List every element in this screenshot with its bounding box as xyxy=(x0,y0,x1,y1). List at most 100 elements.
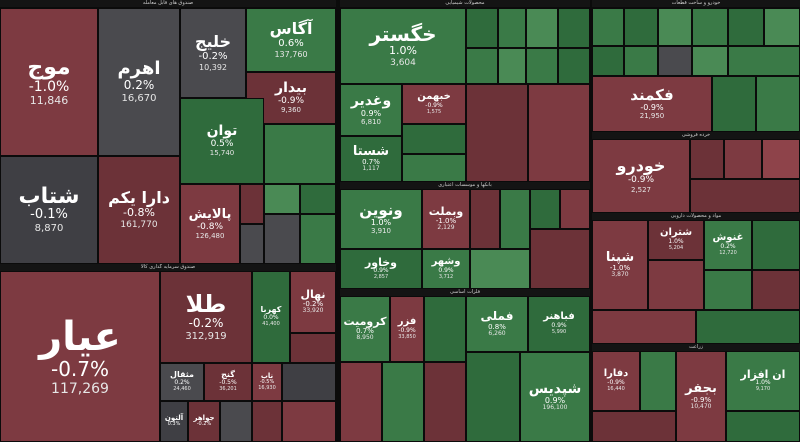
mini-tile[interactable] xyxy=(726,411,800,442)
mini-tile[interactable] xyxy=(470,189,500,249)
mini-tile[interactable] xyxy=(340,362,382,442)
mini-tile[interactable] xyxy=(282,401,336,442)
mini-tile[interactable] xyxy=(592,411,676,442)
mini-tile[interactable] xyxy=(264,214,300,264)
mini-tile[interactable] xyxy=(624,46,658,76)
mini-tile[interactable] xyxy=(764,8,800,46)
mini-tile[interactable] xyxy=(264,124,336,184)
mini-tile[interactable] xyxy=(382,362,424,442)
mini-tile[interactable] xyxy=(658,46,692,76)
tile-ghonosh[interactable]: غنوش 0.2% 12,720 xyxy=(704,220,752,270)
tile-khalij[interactable]: خلیج -0.2% 10,392 xyxy=(180,8,246,98)
mini-tile[interactable] xyxy=(728,8,764,46)
tile-vanafzar[interactable]: ان افزار 1.0% 9,170 xyxy=(726,351,800,411)
mini-tile[interactable] xyxy=(690,179,800,213)
tile-vabmellat[interactable]: وبملت -1.0% 2,129 xyxy=(422,189,470,249)
mini-tile[interactable] xyxy=(290,333,336,363)
mini-tile[interactable] xyxy=(466,48,498,84)
tile-shepna[interactable]: شپنا -1.0% 3,870 xyxy=(592,220,648,310)
mini-tile[interactable] xyxy=(724,139,762,179)
mini-tile[interactable] xyxy=(530,189,560,229)
tile-meskal[interactable]: مثقال 0.2% 24,460 xyxy=(160,363,204,401)
tile-shepdis[interactable]: شپدیس 0.9% 196,100 xyxy=(520,352,590,442)
tile-fameli[interactable]: فملی 0.8% 6,260 xyxy=(466,296,528,352)
mini-tile[interactable] xyxy=(466,8,498,48)
mini-tile[interactable] xyxy=(592,46,624,76)
mini-tile[interactable] xyxy=(648,260,704,310)
tile-vaghadir[interactable]: وغدیر 0.9% 6,810 xyxy=(340,84,402,136)
mini-tile[interactable] xyxy=(640,351,676,411)
mini-tile[interactable] xyxy=(402,124,466,154)
tile-palayesh[interactable]: پالایش -0.8% 126,480 xyxy=(180,184,240,264)
mini-tile[interactable] xyxy=(500,189,530,249)
mini-tile[interactable] xyxy=(264,184,300,214)
mini-tile[interactable] xyxy=(704,270,752,310)
mini-tile[interactable] xyxy=(498,48,526,84)
tile-khegostar[interactable]: خگستر 1.0% 3,604 xyxy=(340,8,466,84)
mini-tile[interactable] xyxy=(658,8,692,46)
mini-tile[interactable] xyxy=(592,310,696,344)
tile-vashahr[interactable]: وشهر 0.9% 3,712 xyxy=(422,249,470,289)
tile-toan[interactable]: توان 0.5% 15,740 xyxy=(180,98,264,184)
mini-tile[interactable] xyxy=(712,76,756,132)
mini-tile[interactable] xyxy=(592,8,624,46)
mini-tile[interactable] xyxy=(558,48,590,84)
mini-tile[interactable] xyxy=(624,8,658,46)
mini-tile[interactable] xyxy=(240,224,264,264)
mini-tile[interactable] xyxy=(526,48,558,84)
tile-khebahman[interactable]: خبهمن -0.9% 1,575 xyxy=(402,84,466,124)
tile-fekmand[interactable]: فکمند -0.9% 21,950 xyxy=(592,76,712,132)
mini-tile[interactable] xyxy=(220,401,252,442)
mini-tile[interactable] xyxy=(692,8,728,46)
mini-tile[interactable] xyxy=(252,401,282,442)
tile-vakhavar[interactable]: وخاور 0.9% 2,857 xyxy=(340,249,422,289)
mini-tile[interactable] xyxy=(240,184,264,224)
mini-tile[interactable] xyxy=(690,139,724,179)
mini-tile[interactable] xyxy=(752,270,800,310)
mini-tile[interactable] xyxy=(530,229,590,289)
tile-nahal[interactable]: نهال -0.2% 33,920 xyxy=(290,271,336,333)
tile-ayar[interactable]: عیار -0.7% 117,269 xyxy=(0,271,160,442)
tile-tala[interactable]: طلا -0.2% 312,919 xyxy=(160,271,252,363)
tile-mowj[interactable]: موج -1.0% 11,846 xyxy=(0,8,98,156)
mini-tile[interactable] xyxy=(728,46,800,76)
tile-khodro[interactable]: خودرو -0.9% 2,527 xyxy=(592,139,690,213)
mini-tile[interactable] xyxy=(402,154,466,182)
tile-nab[interactable]: ناب -0.5% 16,930 xyxy=(252,363,282,401)
mini-tile[interactable] xyxy=(282,363,336,401)
mini-tile[interactable] xyxy=(528,84,590,182)
tile-agas[interactable]: آگاس 0.6% 137,760 xyxy=(246,8,336,72)
mini-tile[interactable] xyxy=(424,296,466,362)
tile-name: خبهمن xyxy=(417,91,451,103)
mini-tile[interactable] xyxy=(466,352,520,442)
mini-tile[interactable] xyxy=(526,8,558,48)
mini-tile[interactable] xyxy=(762,139,800,179)
mini-tile[interactable] xyxy=(756,76,800,132)
tile-shatran[interactable]: شتران 1.0% 5,204 xyxy=(648,220,704,260)
mini-tile[interactable] xyxy=(470,249,530,289)
tile-johar[interactable]: جواهر -0.2% xyxy=(188,401,220,442)
tile-vanovin[interactable]: ونوین 1.0% 3,910 xyxy=(340,189,422,249)
tile-fabahonar[interactable]: فباهنر 0.9% 5,990 xyxy=(528,296,590,352)
mini-tile[interactable] xyxy=(466,84,528,182)
tile-dafara[interactable]: دفارا -0.9% 16,440 xyxy=(592,351,640,411)
mini-tile[interactable] xyxy=(560,189,590,229)
mini-tile[interactable] xyxy=(692,46,728,76)
mini-tile[interactable] xyxy=(558,8,590,48)
mini-tile[interactable] xyxy=(498,8,526,48)
tile-alton[interactable]: آلتون 0.3% xyxy=(160,401,188,442)
tile-darayekom[interactable]: دارا یکم -0.8% 161,770 xyxy=(98,156,180,264)
mini-tile[interactable] xyxy=(424,362,466,442)
tile-bejafar[interactable]: بجفر -0.9% 10,470 xyxy=(676,351,726,442)
mini-tile[interactable] xyxy=(300,214,336,264)
tile-shasta[interactable]: شستا 0.7% 1,117 xyxy=(340,136,402,182)
tile-kromit[interactable]: کرومیت 0.7% 8,950 xyxy=(340,296,390,362)
tile-ganj[interactable]: گنج -0.5% 36,201 xyxy=(204,363,252,401)
tile-kahroba[interactable]: کهربا 0.0% 41,400 xyxy=(252,271,290,363)
mini-tile[interactable] xyxy=(696,310,800,344)
tile-fazar[interactable]: فزر -0.9% 33,850 xyxy=(390,296,424,362)
tile-ahrom[interactable]: اهرم 0.2% 16,670 xyxy=(98,8,180,156)
tile-shetab[interactable]: شتاب -0.1% 8,870 xyxy=(0,156,98,264)
mini-tile[interactable] xyxy=(300,184,336,214)
mini-tile[interactable] xyxy=(752,220,800,270)
